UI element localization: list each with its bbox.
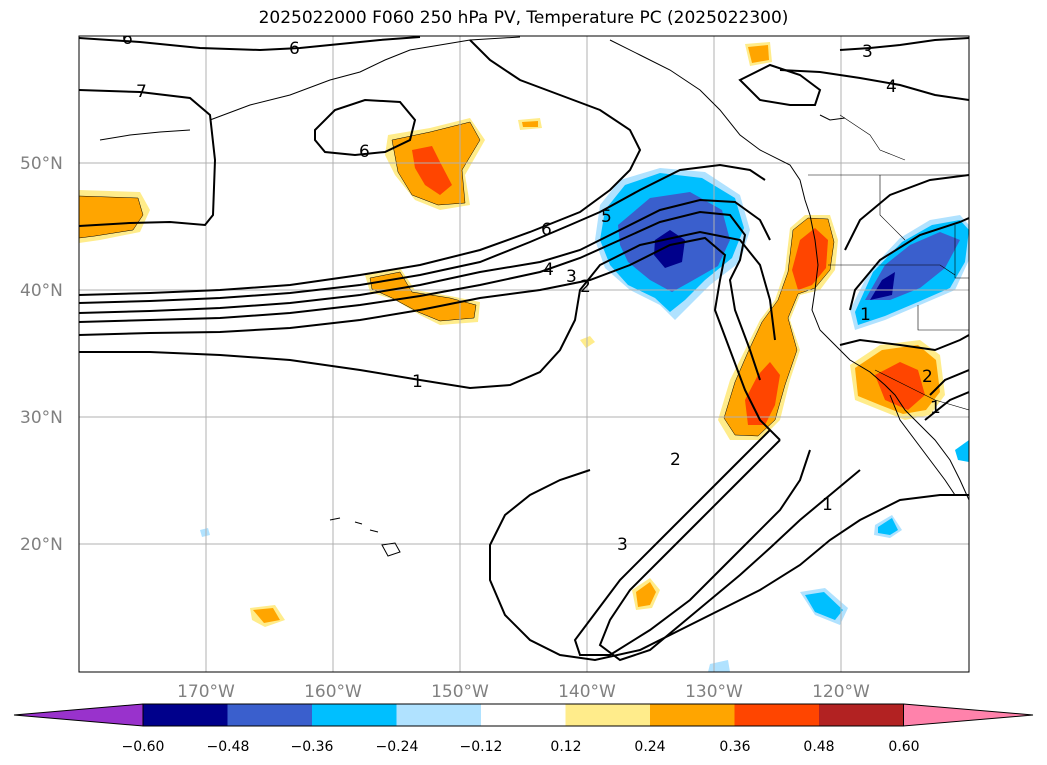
contour-1-east xyxy=(844,174,969,251)
coastlines xyxy=(99,36,969,557)
contour-4-northeast xyxy=(779,69,969,101)
colorbar-tick-label: −0.24 xyxy=(376,739,419,755)
latitude-axis: 50°N 40°N 30°N 20°N xyxy=(20,154,63,555)
colorbar-tick-label: −0.12 xyxy=(460,739,503,755)
colorbar-extension-low xyxy=(13,703,144,727)
contour-6-north xyxy=(79,36,421,52)
contour-label: 5 xyxy=(601,207,612,227)
colorbar-tick-label: −0.60 xyxy=(122,739,165,755)
plot-border xyxy=(78,35,970,673)
alaska-aleutian-coast xyxy=(209,36,521,121)
contour-2-main xyxy=(79,236,781,441)
colorbar-segment xyxy=(312,704,397,726)
contour-4 xyxy=(79,198,771,314)
contour-label: 2 xyxy=(670,450,681,470)
contour-label: 2 xyxy=(580,277,591,297)
contour-label: 1 xyxy=(930,398,941,418)
contour-label: 3 xyxy=(862,42,873,62)
lat-label: 50°N xyxy=(20,154,63,174)
lon-label: 140°W xyxy=(558,682,616,702)
longitude-axis: 170°W 160°W 150°W 140°W 130°W 120°W xyxy=(177,682,870,702)
contour-5 xyxy=(79,163,766,304)
contour-6-loop xyxy=(314,98,417,157)
colorbar-tick-label: −0.48 xyxy=(207,739,250,755)
contour-label: 2 xyxy=(922,367,933,387)
contour-label: 4 xyxy=(543,260,554,280)
colorbar-segment xyxy=(481,704,566,726)
contour-label: 1 xyxy=(412,372,423,392)
lat-label: 30°N xyxy=(20,408,63,428)
contour-2-east xyxy=(929,369,969,396)
west-coast-north-america xyxy=(809,214,969,501)
contour-label: 6 xyxy=(122,29,133,49)
contour-3-trough xyxy=(573,429,811,656)
lon-label: 150°W xyxy=(431,682,489,702)
contour-label: 6 xyxy=(359,142,370,162)
map-title: 2025022000 F060 250 hPa PV, Temperature … xyxy=(258,8,789,28)
contour-label: 1 xyxy=(860,305,871,325)
contour-6-main xyxy=(79,39,642,296)
colorbar-frame xyxy=(142,703,904,727)
lat-label: 20°N xyxy=(20,535,63,555)
contour-label: 3 xyxy=(617,535,628,555)
colorbar-segment xyxy=(227,704,313,726)
colorbar-segment xyxy=(734,704,820,726)
hawaii-islands xyxy=(329,517,401,557)
colorbar-segment xyxy=(143,704,228,726)
colorbar-tick-label: −0.36 xyxy=(291,739,334,755)
plot-area xyxy=(79,36,969,672)
colorbar-extension-high xyxy=(903,703,1034,727)
baja-peninsula xyxy=(889,394,956,496)
contour-label: 1 xyxy=(822,495,833,515)
borders xyxy=(808,114,969,411)
colorbar-tick-label: 0.12 xyxy=(550,739,581,755)
contour-label: 6 xyxy=(541,220,552,240)
lat-label: 40°N xyxy=(20,281,63,301)
lon-label: 170°W xyxy=(177,682,235,702)
contour-label: 3 xyxy=(566,267,577,287)
pv-contours xyxy=(79,36,969,662)
lon-label: 130°W xyxy=(685,682,743,702)
contour-label: 6 xyxy=(289,39,300,59)
colorbar-segment xyxy=(650,704,735,726)
contour-1-main xyxy=(79,230,776,390)
colorbar xyxy=(13,703,1034,727)
colorbar-segment xyxy=(565,704,651,726)
colorbar-tick-label: 0.48 xyxy=(803,739,834,755)
colorbar-segment xyxy=(396,704,482,726)
contour-label: 7 xyxy=(136,82,147,102)
contour-3-northeast xyxy=(839,37,969,51)
lon-label: 120°W xyxy=(812,682,870,702)
colorbar-tick-label: 0.60 xyxy=(888,739,919,755)
colorbar-segment xyxy=(819,704,904,726)
contour-2-trough xyxy=(598,439,861,662)
colorbar-ticks: −0.60 −0.48 −0.36 −0.24 −0.12 0.12 0.24 … xyxy=(122,739,920,755)
contour-label-group: 6 6 7 6 3 4 6 5 4 3 2 1 1 2 3 1 2 1 xyxy=(122,29,941,555)
contour-label: 4 xyxy=(886,77,897,97)
contour-3-main xyxy=(79,210,761,381)
contour-1-south xyxy=(489,469,969,662)
contour-7 xyxy=(79,89,217,227)
lon-label: 160°W xyxy=(304,682,362,702)
colorbar-tick-label: 0.24 xyxy=(634,739,665,755)
contour-1-lowloop xyxy=(839,334,969,352)
colorbar-tick-label: 0.36 xyxy=(719,739,750,755)
